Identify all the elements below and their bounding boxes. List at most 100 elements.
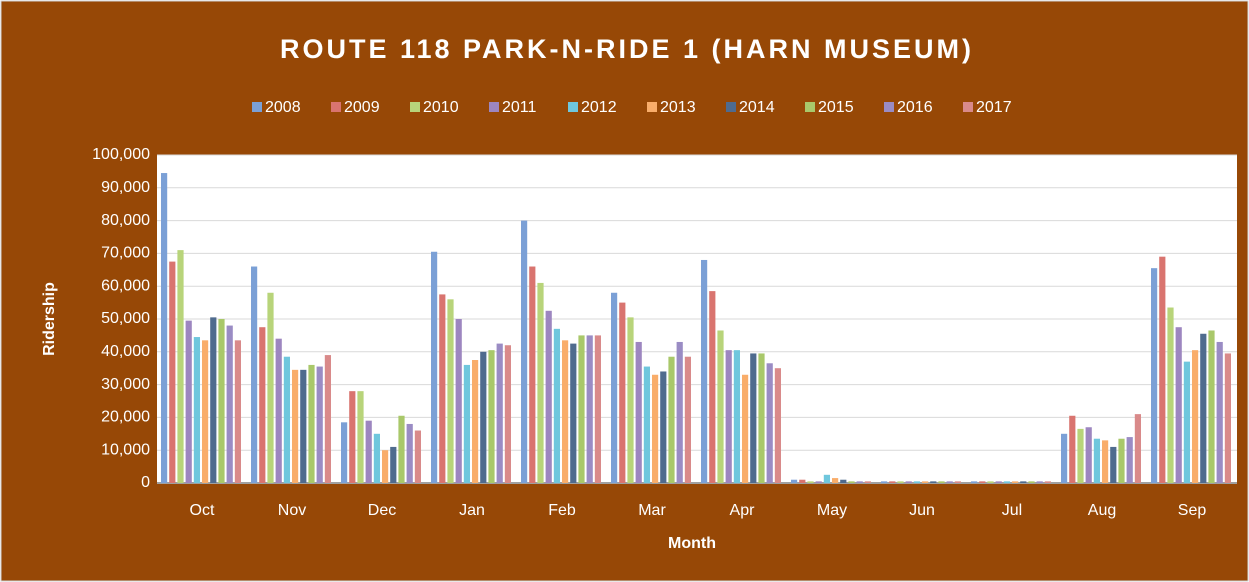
bar (627, 317, 634, 483)
bar (267, 292, 274, 483)
bar (324, 355, 331, 483)
bar (1069, 415, 1076, 483)
bar (414, 430, 421, 483)
legend-swatch (884, 102, 894, 112)
bar (733, 350, 740, 483)
bar (308, 364, 315, 483)
bar (1167, 307, 1174, 483)
legend-swatch (252, 102, 262, 112)
y-tick-label: 100,000 (92, 146, 150, 163)
bar (922, 481, 929, 483)
bar (553, 328, 560, 483)
bar (864, 481, 871, 483)
bar (725, 350, 732, 483)
x-tick-label: Sep (1178, 502, 1207, 519)
x-tick-label: Dec (368, 502, 396, 519)
bar (823, 474, 830, 483)
bar (930, 481, 937, 483)
x-tick-label: Jun (909, 502, 935, 519)
bar (447, 299, 454, 483)
bar (275, 338, 282, 483)
bar (1224, 353, 1231, 483)
legend-label: 2012 (581, 99, 617, 116)
bar (848, 481, 855, 483)
bar (684, 356, 691, 483)
bar (840, 479, 847, 483)
y-tick-label: 40,000 (101, 343, 150, 360)
bar (913, 481, 920, 483)
x-tick-label: May (817, 502, 847, 519)
bar (971, 481, 978, 483)
bar (1175, 327, 1182, 483)
legend-label: 2014 (739, 99, 775, 116)
x-tick-label: Nov (278, 502, 306, 519)
bar (660, 371, 667, 483)
chart-title: ROUTE 118 PARK-N-RIDE 1 (HARN MUSEUM) (280, 34, 974, 64)
y-tick-label: 0 (141, 474, 150, 491)
bar (406, 423, 413, 483)
bar (717, 330, 724, 483)
bar (791, 479, 798, 483)
bar (897, 481, 904, 483)
legend-label: 2009 (344, 99, 380, 116)
bar (1192, 350, 1199, 483)
bar (259, 327, 266, 483)
bar (1044, 481, 1051, 483)
bar (1020, 481, 1027, 483)
y-tick-label: 20,000 (101, 409, 150, 426)
bar (987, 481, 994, 483)
bar (1118, 438, 1125, 483)
bar (750, 353, 757, 483)
y-axis-label: Ridership (41, 282, 58, 356)
y-tick-label: 90,000 (101, 179, 150, 196)
bar (954, 481, 961, 483)
bar (1061, 433, 1068, 483)
bar (742, 374, 749, 483)
legend-label: 2011 (502, 99, 537, 116)
bar (398, 415, 405, 483)
bar (905, 481, 912, 483)
legend-swatch (489, 102, 499, 112)
bar (995, 481, 1002, 483)
bar (349, 391, 356, 483)
bar (979, 481, 986, 483)
bar (611, 292, 618, 483)
bar (521, 220, 528, 483)
bar (316, 366, 323, 483)
bar (1093, 438, 1100, 483)
legend-label: 2008 (265, 99, 301, 116)
bar (169, 261, 176, 483)
bar (251, 266, 258, 483)
bar (373, 433, 380, 483)
bar (562, 340, 569, 483)
bar (210, 317, 217, 483)
x-tick-label: Feb (548, 502, 576, 519)
bar (586, 335, 593, 483)
bar (1036, 481, 1043, 483)
bar (488, 350, 495, 483)
bar (439, 294, 446, 483)
bar (1126, 437, 1133, 483)
bar (1134, 414, 1141, 483)
bar (226, 325, 233, 483)
bar (357, 391, 364, 483)
bar (570, 343, 577, 483)
bar (1102, 440, 1109, 483)
bar (881, 481, 888, 483)
legend-swatch (726, 102, 736, 112)
x-tick-label: Apr (730, 502, 756, 519)
legend-label: 2013 (660, 99, 696, 116)
legend-label: 2010 (423, 99, 459, 116)
y-tick-label: 30,000 (101, 376, 150, 393)
bar (431, 251, 438, 483)
bar (496, 343, 503, 483)
bar (504, 345, 511, 483)
legend-swatch (331, 102, 341, 112)
bar (234, 340, 241, 483)
bar (283, 356, 290, 483)
legend-label: 2016 (897, 99, 933, 116)
bar (709, 291, 716, 483)
bar (1012, 481, 1019, 483)
bar (594, 335, 601, 483)
bar (938, 481, 945, 483)
